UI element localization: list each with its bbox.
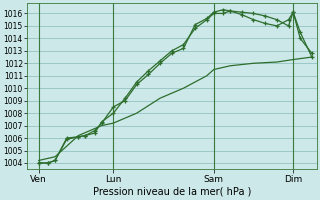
X-axis label: Pression niveau de la mer( hPa ): Pression niveau de la mer( hPa ) <box>92 187 251 197</box>
